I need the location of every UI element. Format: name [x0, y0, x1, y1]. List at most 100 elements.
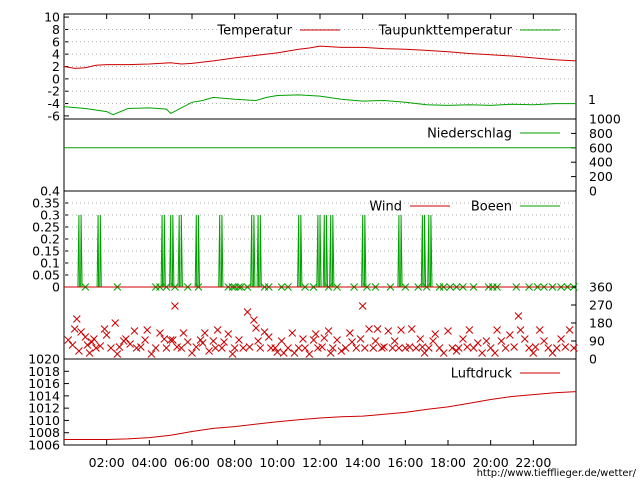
- wind-direction-point: [420, 349, 429, 357]
- wind-direction-point: [320, 334, 329, 342]
- wind-direction-point: [390, 337, 399, 345]
- wind-direction-point: [448, 344, 457, 352]
- precipitation-ytick-label: 400: [589, 155, 613, 170]
- wind-direction-point: [510, 343, 518, 351]
- wind-direction-point: [81, 333, 90, 341]
- wind-direction-point: [405, 343, 414, 351]
- wind-direction-point: [371, 337, 380, 345]
- wind-direction-point: [444, 327, 452, 335]
- wind-direction-point: [224, 330, 233, 338]
- wind-direction-point: [360, 344, 369, 352]
- wind-direction-point: [356, 335, 365, 343]
- wind-direction-point: [565, 326, 574, 334]
- wind-direction-point: [243, 308, 252, 316]
- wind-direction-point: [369, 344, 378, 352]
- wind-direction-point: [213, 326, 222, 334]
- time-tick-label: 12:00: [302, 455, 338, 470]
- wind-direction-point: [198, 339, 207, 347]
- legend-dewpoint-label: Taupunkttemperatur: [378, 24, 513, 39]
- wind-direction-point: [228, 350, 237, 358]
- temperature-ytick-label: 0: [52, 71, 60, 86]
- wind-direction-point: [235, 336, 243, 344]
- wind-direction-point: [111, 319, 120, 327]
- wind-direction-point: [205, 347, 213, 355]
- wind-direction-point: [277, 337, 286, 345]
- wind-direction-point: [535, 326, 544, 334]
- wind-direction-point: [290, 349, 299, 357]
- wind-direction-point: [83, 341, 92, 349]
- wind-direction-point: [506, 331, 514, 339]
- wind-direction-point: [256, 344, 265, 352]
- wind-direction-point: [407, 325, 416, 333]
- wind-direction-point: [388, 344, 397, 352]
- wind-ytick-label: 0.3: [40, 208, 60, 223]
- wind-direction-point: [75, 347, 83, 355]
- wind-direction-point: [429, 337, 437, 345]
- wind-direction-point: [136, 343, 145, 351]
- wind-direction-point: [162, 344, 171, 352]
- wind-direction-point: [454, 344, 463, 352]
- wind-direction-point: [482, 337, 491, 345]
- wind-direction-point: [250, 316, 258, 324]
- wind-direction-point: [115, 343, 124, 351]
- wind-direction-point: [358, 302, 367, 310]
- time-tick-label: 02:00: [89, 455, 125, 470]
- wind-direction-point: [384, 327, 393, 335]
- pressure-ytick-label: 1014: [28, 388, 60, 403]
- panel-frame-wind-direction: [63, 286, 577, 360]
- wind-direction-point: [514, 312, 523, 320]
- wind-direction-point: [570, 344, 578, 352]
- wind-direction-point: [264, 333, 273, 341]
- wind-direction-point: [68, 341, 77, 349]
- wind-direction-point: [254, 337, 262, 345]
- wind-direction-point: [122, 335, 130, 343]
- temperature-ytick-label: 4: [52, 47, 60, 62]
- wind-direction-point: [245, 343, 254, 351]
- wind-direction-point: [395, 344, 403, 352]
- wind-ytick-label: 0.35: [32, 196, 60, 211]
- temperature-ytick-label: -4: [48, 96, 61, 111]
- wind-direction-point: [166, 336, 175, 344]
- wind-direction-point: [516, 326, 525, 334]
- wind-direction-point: [328, 344, 337, 352]
- wind-direction-point: [260, 328, 269, 336]
- wind-direction-point: [424, 344, 433, 352]
- pressure-ytick-label: 1008: [28, 425, 60, 440]
- wind-direction-point: [77, 328, 85, 336]
- wind-direction-point: [230, 344, 239, 352]
- wind-direction-point: [459, 335, 467, 343]
- pressure-ytick-label: 1010: [28, 413, 60, 428]
- wind-direction-point: [92, 344, 100, 352]
- wind-direction-point: [209, 337, 218, 345]
- temperature-right-label: 1: [588, 92, 596, 107]
- legend-temperature-label: Temperatur: [216, 24, 292, 39]
- wind-direction-point: [378, 344, 386, 352]
- wind-direction-point: [333, 336, 341, 344]
- wind-direction-point: [465, 326, 474, 334]
- wind-direction-point: [130, 327, 139, 335]
- wind-direction-point: [552, 344, 561, 352]
- wind-direction-point: [309, 336, 318, 344]
- wind-direction-point: [431, 330, 440, 338]
- wind-direction-point: [85, 349, 94, 357]
- wind-direction-ytick-label: 270: [589, 298, 613, 313]
- wind-direction-point: [491, 349, 499, 357]
- legend-pressure-label: Luftdruck: [451, 367, 513, 382]
- wind-direction-point: [299, 335, 307, 343]
- wind-direction-point: [412, 344, 420, 352]
- temperature-line: [63, 45, 577, 69]
- wind-direction-point: [520, 335, 529, 343]
- wind-direction-point: [192, 343, 201, 351]
- wind-direction-point: [211, 344, 220, 352]
- wind-direction-point: [147, 350, 156, 358]
- wind-direction-point: [200, 329, 209, 337]
- wind-direction-point: [126, 340, 134, 348]
- wind-direction-point: [337, 347, 346, 355]
- pressure-ytick-label: 1020: [28, 352, 60, 367]
- wind-direction-point: [544, 344, 553, 352]
- wind-direction-point: [557, 335, 565, 343]
- wind-direction-point: [188, 349, 196, 357]
- time-tick-label: 06:00: [174, 455, 210, 470]
- temperature-ytick-label: 2: [52, 59, 60, 74]
